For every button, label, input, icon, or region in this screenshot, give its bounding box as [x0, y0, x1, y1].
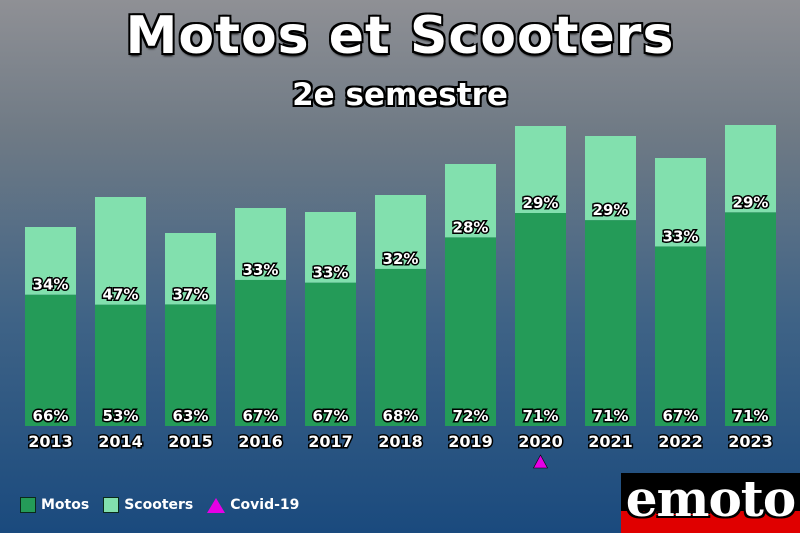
legend-label-motos: Motos: [41, 497, 90, 513]
bar-scooters-2016: [235, 208, 286, 280]
label-scooters-2022: 33%: [663, 227, 699, 245]
chart-legend: Motos Scooters Covid-19: [20, 497, 313, 513]
legend-item-scooters: Scooters: [103, 497, 193, 513]
x-tick-2022: 2022: [658, 432, 703, 451]
label-scooters-2020: 29%: [523, 194, 559, 212]
x-tick-2013: 2013: [28, 432, 73, 451]
bar-motos-2014: [95, 304, 146, 426]
legend-item-covid: Covid-19: [207, 497, 299, 513]
chart-subtitle: 2e semestre: [292, 77, 508, 113]
x-tick-2020: 2020: [518, 432, 563, 451]
bar-scooters-2019: [445, 164, 496, 238]
label-motos-2021: 71%: [593, 407, 629, 425]
x-tick-2014: 2014: [98, 432, 143, 451]
logo-text: emoto: [625, 473, 797, 528]
x-tick-2017: 2017: [308, 432, 353, 451]
bar-scooters-2023: [725, 125, 776, 213]
bar-scooters-2017: [305, 212, 356, 283]
x-tick-2021: 2021: [588, 432, 633, 451]
label-motos-2018: 68%: [383, 407, 419, 425]
bar-motos-2019: [445, 237, 496, 426]
label-motos-2023: 71%: [733, 407, 769, 425]
chart-title: Motos et Scooters: [125, 6, 675, 66]
bar-motos-2017: [305, 282, 356, 426]
label-motos-2013: 66%: [33, 407, 69, 425]
bar-motos-2023: [725, 212, 776, 426]
x-tick-2016: 2016: [238, 432, 283, 451]
label-scooters-2015: 37%: [173, 285, 209, 303]
x-tick-2019: 2019: [448, 432, 493, 451]
label-motos-2019: 72%: [453, 407, 489, 425]
bar-scooters-2021: [585, 136, 636, 221]
bar-scooters-2022: [655, 158, 706, 247]
bar-motos-2021: [585, 220, 636, 426]
x-tick-2018: 2018: [378, 432, 423, 451]
covid-triangle-icon: [207, 497, 226, 513]
x-tick-2023: 2023: [728, 432, 773, 451]
logo-red-band: [621, 511, 800, 533]
legend-label-scooters: Scooters: [124, 497, 194, 513]
bar-scooters-2013: [25, 227, 76, 295]
label-motos-2022: 67%: [663, 407, 699, 425]
bar-motos-2022: [655, 246, 706, 426]
bar-scooters-2015: [165, 233, 216, 305]
label-motos-2014: 53%: [103, 407, 139, 425]
emoto-logo[interactable]: emoto: [621, 473, 800, 533]
bar-motos-2015: [165, 304, 216, 426]
label-scooters-2013: 34%: [33, 276, 69, 294]
label-scooters-2023: 29%: [733, 193, 769, 211]
bar-motos-2020: [515, 213, 566, 426]
legend-item-motos: Motos: [20, 497, 89, 513]
label-scooters-2018: 32%: [383, 250, 419, 268]
bar-scooters-2014: [95, 197, 146, 305]
covid-marker-2020: [532, 454, 549, 469]
legend-label-covid: Covid-19: [230, 497, 300, 513]
label-scooters-2016: 33%: [243, 261, 279, 279]
x-tick-2015: 2015: [168, 432, 213, 451]
legend-swatch-motos: [20, 497, 36, 513]
bar-motos-2016: [235, 279, 286, 426]
label-scooters-2021: 29%: [593, 201, 629, 219]
label-scooters-2017: 33%: [313, 264, 349, 282]
bar-scooters-2020: [515, 126, 566, 213]
label-motos-2020: 71%: [523, 407, 559, 425]
bar-scooters-2018: [375, 195, 426, 269]
bar-motos-2013: [25, 294, 76, 426]
label-motos-2015: 63%: [173, 407, 209, 425]
label-scooters-2014: 47%: [103, 286, 139, 304]
bar-motos-2018: [375, 268, 426, 426]
label-scooters-2019: 28%: [453, 218, 489, 236]
label-motos-2017: 67%: [313, 407, 349, 425]
label-motos-2016: 67%: [243, 407, 279, 425]
legend-swatch-scooters: [103, 497, 120, 513]
